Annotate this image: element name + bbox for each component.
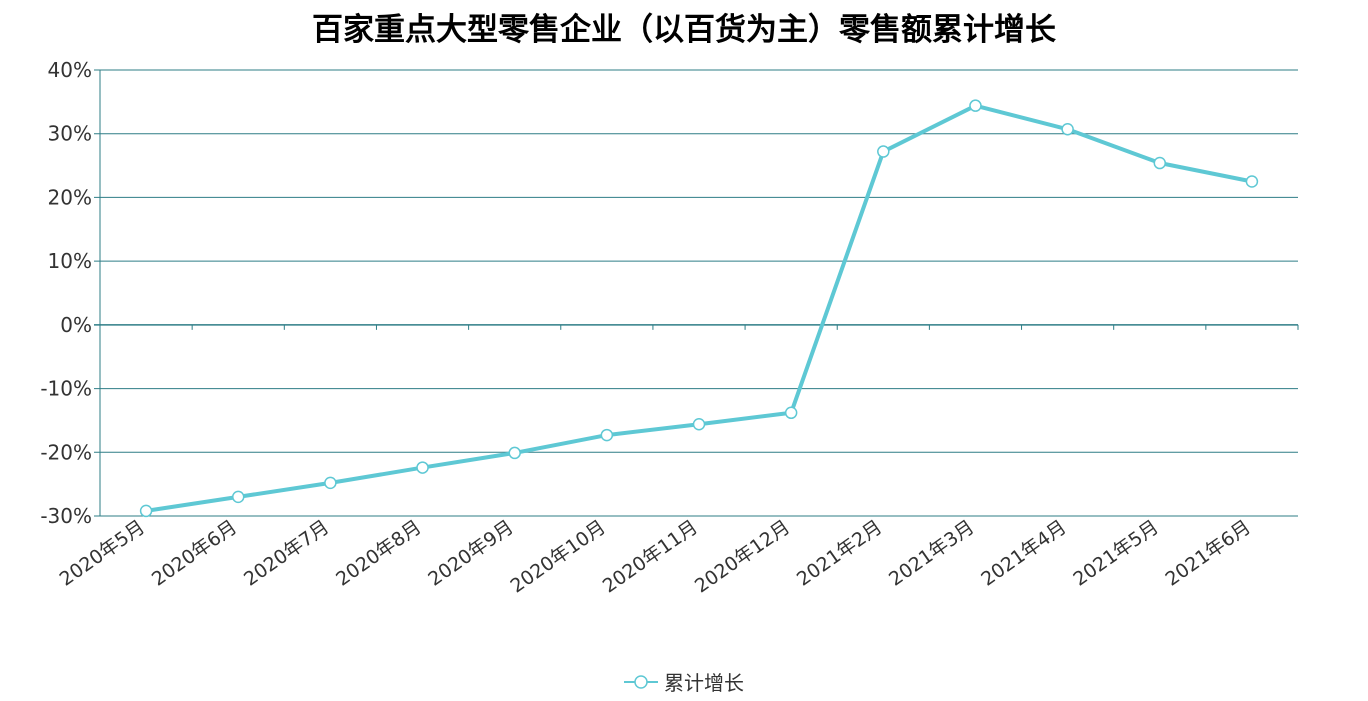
x-tick-label: 2020年7月 (240, 516, 333, 590)
x-tick-label: 2020年10月 (507, 516, 610, 597)
x-tick-label: 2021年6月 (1162, 516, 1255, 590)
x-tick-label: 2020年8月 (332, 516, 425, 590)
x-tick-label: 2020年6月 (148, 516, 241, 590)
data-point[interactable] (784, 406, 798, 420)
legend-item[interactable]: 累计增长 (624, 667, 744, 696)
y-tick-label: -10% (40, 377, 92, 401)
x-tick-label: 2020年9月 (424, 516, 517, 590)
y-tick-label: 40% (48, 58, 92, 82)
y-tick-label: 10% (48, 249, 92, 273)
data-point[interactable] (1061, 123, 1074, 136)
x-tick-label: 2020年11月 (599, 516, 702, 597)
data-point[interactable] (600, 428, 614, 442)
data-point[interactable] (877, 145, 890, 158)
y-tick-label: 0% (60, 313, 92, 337)
data-point[interactable] (969, 99, 982, 112)
y-tick-label: -20% (40, 440, 92, 464)
x-tick-label: 2021年3月 (885, 516, 978, 590)
y-tick-label: 20% (48, 185, 92, 209)
data-point[interactable] (1245, 175, 1259, 188)
data-point[interactable] (139, 504, 153, 518)
data-point[interactable] (324, 476, 337, 490)
x-axis: 2020年5月2020年6月2020年7月2020年8月2020年9月2020年… (56, 324, 1299, 597)
grid-lines (94, 69, 1298, 517)
data-point[interactable] (1153, 156, 1167, 170)
data-point[interactable] (231, 490, 245, 504)
series-line (144, 103, 1254, 513)
data-point[interactable] (692, 418, 706, 431)
y-axis: 40% 30% 20% 10% 0% -10% -20% -30% (40, 58, 101, 528)
x-tick-label: 2020年12月 (691, 516, 794, 597)
y-tick-label: 30% (48, 122, 92, 146)
series-group (139, 99, 1259, 518)
legend-label: 累计增长 (664, 671, 744, 695)
x-tick-label: 2021年5月 (1069, 516, 1162, 590)
data-point[interactable] (508, 446, 521, 460)
legend-line-marker-icon (624, 674, 658, 689)
x-tick-label: 2021年2月 (793, 516, 886, 590)
legend: 累计增长 (0, 667, 1368, 696)
data-point[interactable] (416, 461, 429, 474)
chart-title: 百家重点大型零售企业（以百货为主）零售额累计增长 (312, 12, 1056, 48)
x-tick-label: 2021年4月 (977, 516, 1070, 590)
y-tick-label: -30% (40, 504, 92, 528)
